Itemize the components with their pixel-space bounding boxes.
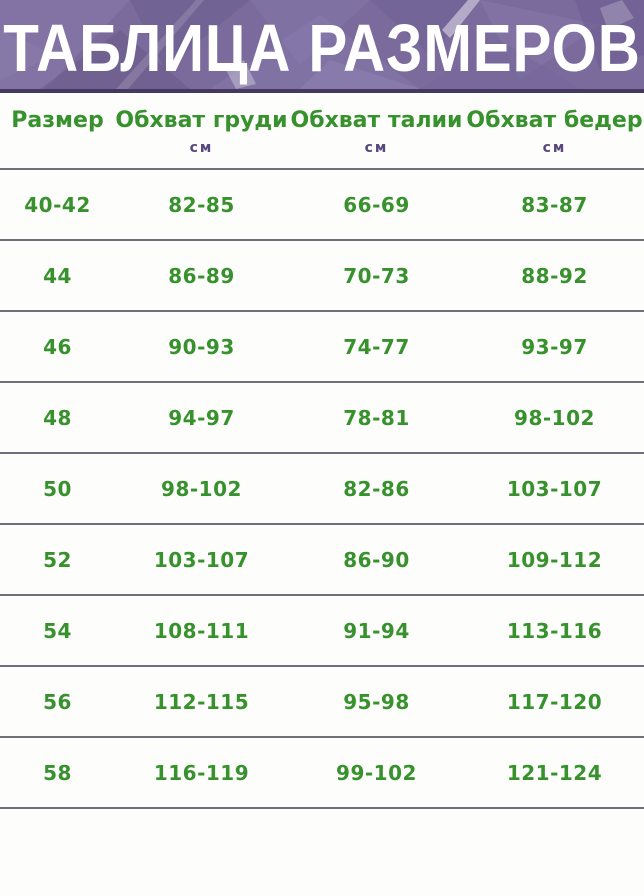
- table-row: 54 108-111 91-94 113-116: [0, 594, 644, 665]
- banner-lowpoly-pattern: [0, 0, 644, 89]
- cell-waist: 82-86: [343, 476, 410, 501]
- cell-chest: 108-111: [153, 618, 250, 643]
- cell-waist: 99-102: [336, 760, 417, 785]
- cell-hips: 109-112: [506, 547, 603, 572]
- cell-chest: 98-102: [161, 476, 242, 501]
- column-unit: см: [542, 140, 567, 157]
- table-row: 52 103-107 86-90 109-112: [0, 523, 644, 594]
- table-row: 40-42 82-85 66-69 83-87: [0, 168, 644, 239]
- cell-chest: 94-97: [168, 405, 235, 430]
- column-label: Размер: [11, 108, 104, 133]
- cell-size: 46: [43, 334, 72, 359]
- cell-size: 44: [43, 263, 72, 288]
- cell-chest: 103-107: [153, 547, 250, 572]
- table-row: 50 98-102 82-86 103-107: [0, 452, 644, 523]
- cell-hips: 103-107: [506, 476, 603, 501]
- cell-waist: 91-94: [343, 618, 410, 643]
- cell-waist: 86-90: [343, 547, 410, 572]
- column-header-chest: Обхват груди см: [115, 93, 288, 168]
- table-row: 44 86-89 70-73 88-92: [0, 239, 644, 310]
- cell-size: 58: [43, 760, 72, 785]
- cell-hips: 88-92: [521, 263, 588, 288]
- cell-size: 40-42: [24, 192, 91, 217]
- cell-waist: 78-81: [343, 405, 410, 430]
- cell-size: 50: [43, 476, 72, 501]
- cell-waist: 66-69: [343, 192, 410, 217]
- cell-size: 54: [43, 618, 72, 643]
- cell-hips: 113-116: [506, 618, 603, 643]
- cell-chest: 90-93: [168, 334, 235, 359]
- cell-waist: 74-77: [343, 334, 410, 359]
- table-row: 48 94-97 78-81 98-102: [0, 381, 644, 452]
- page-title: ТАБЛИЦА РАЗМЕРОВ: [3, 11, 641, 86]
- column-header-waist: Обхват талии см: [288, 93, 465, 168]
- column-label: Обхват груди: [115, 108, 288, 133]
- cell-hips: 93-97: [521, 334, 588, 359]
- table-header-row: Размер Обхват груди см Обхват талии см О…: [0, 93, 644, 168]
- cell-chest: 112-115: [153, 689, 250, 714]
- column-unit: см: [189, 140, 214, 157]
- table-body: 40-42 82-85 66-69 83-87 44 86-89 70-73 8…: [0, 168, 644, 809]
- banner: ТАБЛИЦА РАЗМЕРОВ: [0, 0, 644, 93]
- cell-hips: 117-120: [506, 689, 603, 714]
- table-row: 58 116-119 99-102 121-124: [0, 736, 644, 807]
- column-header-hips: Обхват бедер см: [465, 93, 644, 168]
- cell-chest: 86-89: [168, 263, 235, 288]
- column-label: Обхват талии: [290, 108, 463, 133]
- column-unit: см: [364, 140, 389, 157]
- table-row: 56 112-115 95-98 117-120: [0, 665, 644, 736]
- cell-hips: 121-124: [506, 760, 603, 785]
- cell-size: 48: [43, 405, 72, 430]
- column-label: Обхват бедер: [466, 108, 643, 133]
- cell-waist: 70-73: [343, 263, 410, 288]
- cell-hips: 83-87: [521, 192, 588, 217]
- cell-chest: 82-85: [168, 192, 235, 217]
- cell-size: 52: [43, 547, 72, 572]
- table-row: 46 90-93 74-77 93-97: [0, 310, 644, 381]
- cell-size: 56: [43, 689, 72, 714]
- column-header-size: Размер: [0, 93, 115, 168]
- cell-chest: 116-119: [153, 760, 250, 785]
- cell-waist: 95-98: [343, 689, 410, 714]
- cell-hips: 98-102: [514, 405, 595, 430]
